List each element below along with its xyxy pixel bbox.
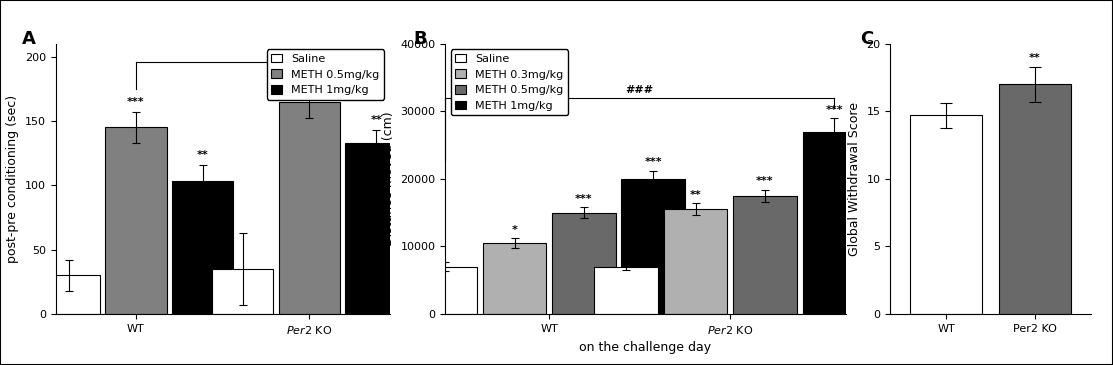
Text: ***: *** [127, 97, 145, 107]
Bar [211, 269, 274, 314]
Legend: Saline, METH 0.3mg/kg, METH 0.5mg/kg, METH 1mg/kg: Saline, METH 0.3mg/kg, METH 0.5mg/kg, ME… [451, 49, 568, 115]
Text: **: ** [197, 150, 208, 160]
Bar [413, 266, 477, 314]
Bar [802, 132, 866, 314]
Y-axis label: Distance moved (cm): Distance moved (cm) [382, 112, 395, 246]
Bar [999, 84, 1071, 314]
Text: **: ** [690, 190, 701, 200]
Text: ***: *** [644, 157, 662, 168]
Text: C: C [860, 30, 874, 48]
Bar [621, 179, 684, 314]
Text: ***: *** [756, 176, 774, 186]
Text: A: A [22, 30, 36, 48]
Text: **: ** [371, 115, 382, 125]
Bar [910, 115, 982, 314]
Bar [38, 275, 100, 314]
Text: **: ** [1030, 53, 1041, 64]
Bar [278, 102, 341, 314]
Text: ***: *** [301, 70, 318, 80]
Legend: Saline, METH 0.5mg/kg, METH 1mg/kg: Saline, METH 0.5mg/kg, METH 1mg/kg [267, 49, 384, 100]
Text: ***: *** [826, 105, 844, 115]
Bar [733, 196, 797, 314]
Y-axis label: Global Withdrawal Score: Global Withdrawal Score [848, 102, 861, 256]
Bar [663, 209, 728, 314]
Y-axis label: post-pre conditioning (sec): post-pre conditioning (sec) [7, 95, 19, 263]
Bar [171, 181, 234, 314]
X-axis label: on the challenge day: on the challenge day [580, 341, 711, 354]
Bar [105, 127, 167, 314]
Text: B: B [413, 30, 426, 48]
Bar [483, 243, 546, 314]
Bar [345, 143, 407, 314]
Text: *: * [512, 225, 518, 235]
Bar [552, 212, 615, 314]
Bar [594, 266, 658, 314]
Text: ***: *** [575, 194, 593, 204]
Text: ###: ### [626, 85, 653, 95]
